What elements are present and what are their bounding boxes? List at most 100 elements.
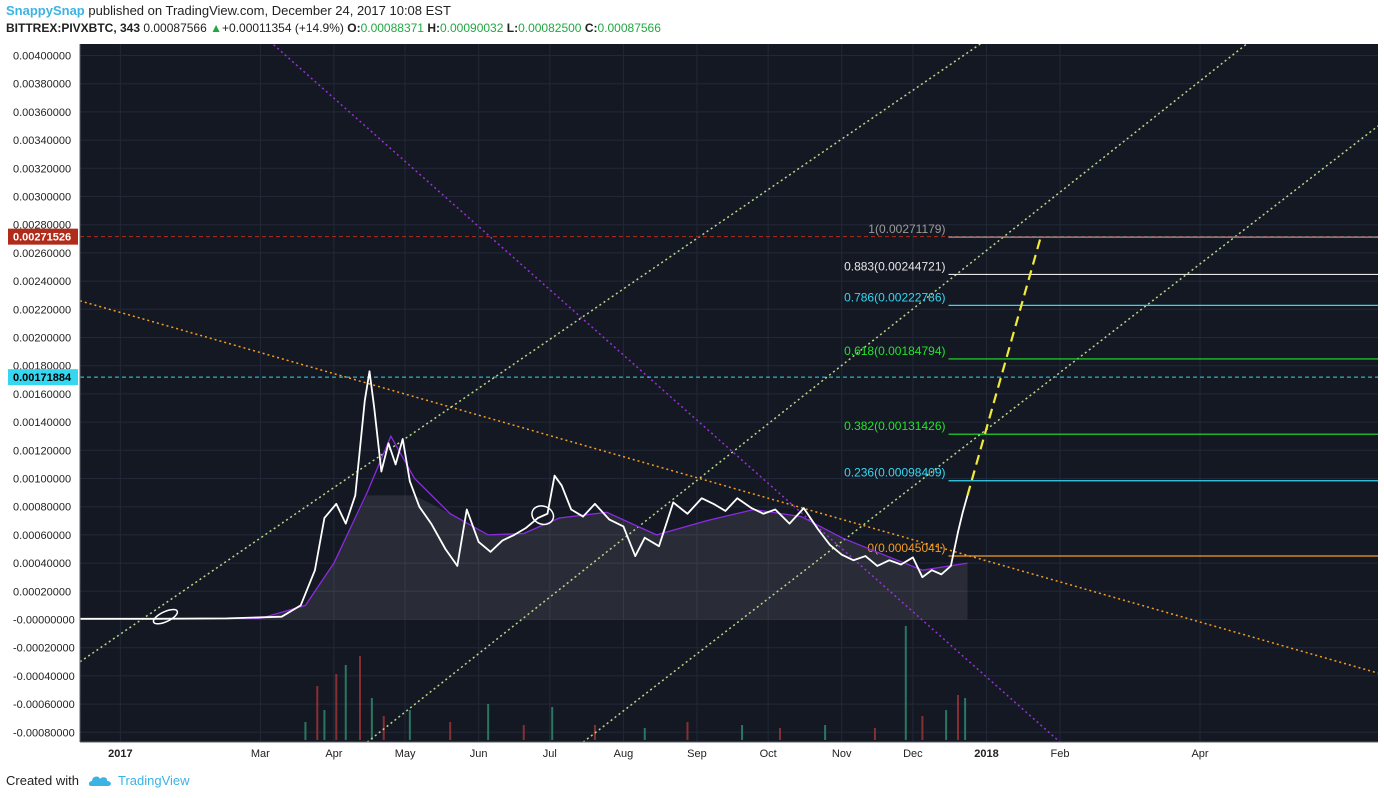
fib-level-label: 1(0.00271179) [868, 222, 945, 236]
x-tick-label: 2017 [108, 748, 132, 760]
price-point [323, 517, 326, 519]
price-label: 0.00271526 [13, 232, 71, 244]
price-label-box [8, 228, 78, 245]
price-point [582, 515, 584, 518]
y-tick-label: 0.00340000 [13, 135, 71, 147]
moving-average-line [80, 434, 968, 620]
price-point [226, 617, 228, 620]
price-point [418, 505, 421, 508]
volume-bar [945, 710, 948, 740]
volume-bar [344, 665, 347, 740]
created-with-label: Created with [6, 773, 79, 788]
chart-area[interactable]: 1.618(0.00410933)1(0.00271179)0.883(0.00… [0, 44, 1384, 766]
price-point [931, 569, 933, 571]
price-point [570, 508, 572, 511]
symbol-label: BITTREX:PIVXBTC, 343 [6, 21, 141, 35]
plot-layer: 1.618(0.00410933)1(0.00271179)0.883(0.00… [80, 44, 1378, 742]
low-label: L: [506, 21, 519, 35]
price-point [876, 565, 879, 567]
author-link[interactable]: SnappySnap [6, 3, 85, 18]
price-point [335, 503, 338, 505]
x-tick-label: Feb [1051, 748, 1070, 760]
price-point [501, 539, 504, 542]
y-tick-label: 0.00200000 [13, 333, 71, 345]
volume-bar [323, 710, 326, 740]
price-point [314, 569, 316, 571]
price-point [736, 497, 739, 500]
y-tick-label: 0.00100000 [13, 474, 71, 486]
price-point [643, 536, 646, 539]
average-area [80, 495, 968, 620]
price-axis [0, 44, 80, 742]
price-point [354, 494, 357, 497]
x-tick-label: Nov [832, 748, 852, 760]
y-tick-label: -0.00020000 [13, 643, 75, 655]
high-label: H: [427, 21, 440, 35]
price-point [525, 527, 527, 529]
price-point [394, 463, 397, 466]
price-point [912, 556, 914, 559]
volume-bar [335, 674, 338, 740]
y-tick-label: 0.00160000 [13, 389, 71, 401]
price-point [921, 576, 924, 578]
price-point [594, 503, 596, 505]
x-tick-label: Mar [251, 748, 270, 760]
volume-bar [359, 656, 362, 740]
volume-bar [643, 728, 646, 740]
price-label-box [8, 369, 78, 386]
y-tick-label: 0.00080000 [13, 502, 71, 514]
volume-bar [522, 725, 525, 740]
volume-bar [686, 722, 689, 740]
price-point [465, 508, 468, 511]
time-axis [80, 742, 1378, 766]
price-point [387, 442, 390, 445]
fib-level-label: 0.786(0.00222786) [844, 290, 945, 304]
price-point [409, 480, 411, 483]
volume-bar [904, 626, 907, 740]
y-tick-label: 0.00220000 [13, 304, 71, 316]
volume-bar [873, 728, 876, 740]
volume-bar [382, 716, 385, 740]
y-tick-label: 0.00400000 [13, 51, 71, 63]
volume-bar [304, 722, 307, 740]
fib-level-label: 0.883(0.00244721) [844, 259, 945, 273]
trendline-1 [271, 44, 1061, 742]
price-point [829, 543, 831, 546]
price-point [553, 474, 556, 477]
projection-line [966, 235, 1043, 496]
x-tick-label: Jul [543, 748, 557, 760]
price-point [456, 565, 459, 567]
price-chart[interactable]: 1.618(0.00410933)1(0.00271179)0.883(0.00… [0, 44, 1384, 766]
close-label: C: [584, 21, 598, 35]
price-label: 0.00171884 [13, 372, 72, 384]
price-point [940, 573, 943, 576]
up-arrow-icon: ▲ [210, 21, 223, 35]
tradingview-link[interactable]: TradingView [118, 773, 190, 788]
price-point [802, 507, 805, 509]
low-value: 0.00082500 [518, 21, 582, 35]
price-point [852, 559, 855, 562]
price-point [489, 551, 492, 553]
price-point [957, 531, 959, 533]
y-tick-label: 0.00040000 [13, 558, 71, 570]
volume-bar [779, 728, 782, 740]
y-tick-label: -0.00000000 [13, 615, 75, 627]
fib-level-label: 0.236(0.00098409) [844, 466, 945, 480]
price-point [864, 555, 867, 557]
volume-bar [316, 686, 319, 740]
publish-info: published on TradingView.com, December 2… [88, 3, 451, 18]
volume-bar [487, 704, 490, 740]
x-tick-label: Jun [470, 748, 488, 760]
price-point [537, 517, 539, 519]
price-point [477, 541, 480, 543]
volume-bar [408, 710, 411, 740]
volume-bar [956, 695, 959, 740]
volume-bar [741, 725, 744, 740]
high-value: 0.00090032 [440, 21, 504, 35]
price-point [513, 534, 516, 536]
price-point [712, 503, 715, 505]
ellipse-marker [531, 505, 555, 526]
price-point [608, 518, 610, 521]
price-point [700, 497, 703, 500]
tradingview-cloud-icon[interactable] [88, 773, 114, 794]
